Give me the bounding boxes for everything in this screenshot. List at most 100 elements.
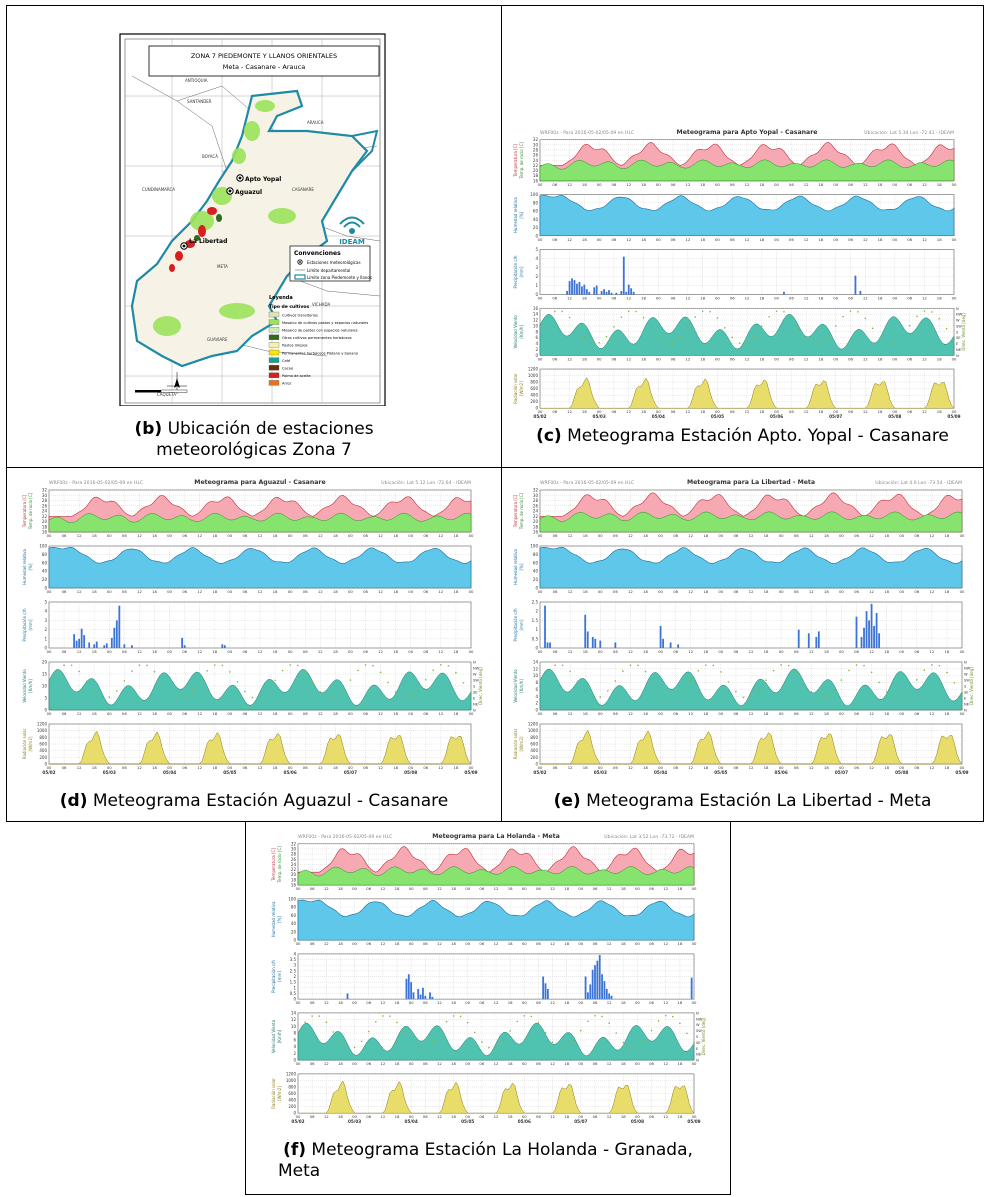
x-tick-label: 18 [937, 237, 942, 242]
axis-label: Velocidad Viento [513, 669, 518, 703]
model-run: WRF00z - Para 2016-05-02/05-09 en HLC [540, 480, 634, 486]
wind-dir-point [598, 341, 600, 344]
legend-swatch [268, 349, 280, 356]
x-tick-label: 06 [363, 649, 368, 654]
precip-bar [113, 627, 116, 648]
wind-dir-tick: NE [473, 703, 479, 707]
wind-dir-point [544, 1031, 547, 1034]
x-tick-label: 00 [352, 1061, 357, 1066]
x-tick-label: 18 [582, 296, 587, 301]
wind-dir-point [687, 325, 689, 328]
y-tick-label: 24 [533, 509, 539, 514]
x-tick-label: 06 [310, 1114, 315, 1119]
x-tick-label: 06 [423, 711, 428, 716]
wind-dir-point [546, 316, 549, 319]
x-tick-label: 00 [469, 711, 474, 716]
y-tick-label: 2.5 [290, 968, 297, 973]
x-tick-label: 00 [288, 649, 293, 654]
precip-bar [859, 290, 862, 295]
x-tick-label: 06 [423, 1061, 428, 1066]
x-tick-label: 18 [819, 182, 824, 187]
wind-dir-point [539, 326, 541, 328]
x-tick-label: 00 [578, 1114, 583, 1119]
x-tick-label: 06 [789, 409, 794, 414]
x-tick-label: 12 [745, 356, 750, 361]
x-tick-label: 12 [437, 1061, 442, 1066]
wind-dir-point [325, 1021, 328, 1023]
axis-label: [mm] [277, 971, 282, 982]
x-tick-label: 06 [794, 765, 799, 770]
x-tick-label: 18 [395, 1061, 400, 1066]
wind-dir-point [274, 679, 276, 682]
y-tick-label: 0 [535, 353, 538, 358]
wind-dir-point [281, 669, 284, 672]
wind-dir-point [289, 664, 291, 666]
x-tick-label: 00 [774, 237, 779, 242]
region-label: SANTANDER [187, 99, 212, 104]
x-tick-label: 18 [878, 237, 883, 242]
x-tick-label: 00 [952, 182, 957, 187]
date-label: 05/02 [533, 414, 546, 419]
precip-bar [88, 642, 91, 648]
caption-b: (b) Ubicación de estaciones meteorológic… [134, 419, 374, 460]
x-tick-label: 18 [582, 409, 587, 414]
wind-dir-point [372, 664, 374, 667]
x-tick-label: 12 [626, 237, 631, 242]
region-label: CASANARE [292, 187, 314, 192]
caption-f: (f) Meteograma Estación La Holanda - Gra… [278, 1140, 693, 1181]
x-tick-label: 00 [892, 237, 897, 242]
wind-dir-point [379, 671, 382, 674]
x-tick-label: 00 [833, 296, 838, 301]
precip-bar [591, 969, 594, 1000]
x-tick-label: 18 [621, 1114, 626, 1119]
x-tick-label: 06 [303, 649, 308, 654]
y-tick-label: 40 [533, 569, 539, 574]
x-tick-label: 00 [469, 649, 474, 654]
x-tick-label: 18 [700, 182, 705, 187]
x-tick-label: 06 [593, 886, 598, 891]
wind-dir-tick: N [964, 661, 967, 665]
y-tick-label: 22 [533, 514, 539, 519]
wind-dir-point [704, 664, 707, 666]
precip-bar [110, 637, 113, 648]
x-tick-label: 06 [243, 765, 248, 770]
region-label: ANTIOQUIA [185, 78, 208, 83]
y-tick-label: 22 [42, 514, 48, 519]
axis-label: Temp. de rocío [C] [519, 142, 524, 180]
x-tick-label: 00 [465, 1061, 470, 1066]
x-tick-label: 06 [552, 409, 557, 414]
x-tick-label: 12 [663, 1114, 668, 1119]
y-tick-label: 600 [530, 386, 538, 391]
wind-dir-tick: E [964, 697, 967, 701]
x-tick-label: 12 [685, 409, 690, 414]
x-tick-label: 06 [854, 649, 859, 654]
precip-bar [595, 285, 598, 295]
x-tick-label: 18 [643, 589, 648, 594]
x-tick-label: 00 [408, 533, 413, 538]
wind-dir-point [659, 690, 662, 693]
x-tick-label: 12 [494, 886, 499, 891]
y-tick-label: 800 [39, 735, 47, 740]
precip-bar [346, 993, 349, 1000]
x-tick-label: 00 [892, 296, 897, 301]
x-tick-label: 00 [47, 765, 52, 770]
x-tick-label: 18 [819, 356, 824, 361]
x-tick-label: 18 [759, 182, 764, 187]
wind-dir-point [664, 1014, 667, 1017]
wind-dir-point [357, 669, 359, 672]
x-tick-label: 06 [423, 765, 428, 770]
x-tick-label: 00 [598, 533, 603, 538]
y-tick-label: 14 [533, 660, 539, 665]
x-tick-label: 12 [607, 1000, 612, 1005]
x-tick-label: 06 [730, 409, 735, 414]
y-tick-label: 2 [44, 627, 47, 632]
x-tick-label: 00 [635, 941, 640, 946]
date-label: 05/07 [829, 414, 842, 419]
x-tick-label: 00 [538, 356, 543, 361]
x-tick-label: 06 [914, 765, 919, 770]
x-tick-label: 18 [451, 886, 456, 891]
precip-bar [591, 636, 594, 648]
y-tick-label: 400 [39, 748, 47, 753]
wind-dir-tick: SE [696, 1041, 701, 1045]
x-tick-label: 00 [522, 1114, 527, 1119]
